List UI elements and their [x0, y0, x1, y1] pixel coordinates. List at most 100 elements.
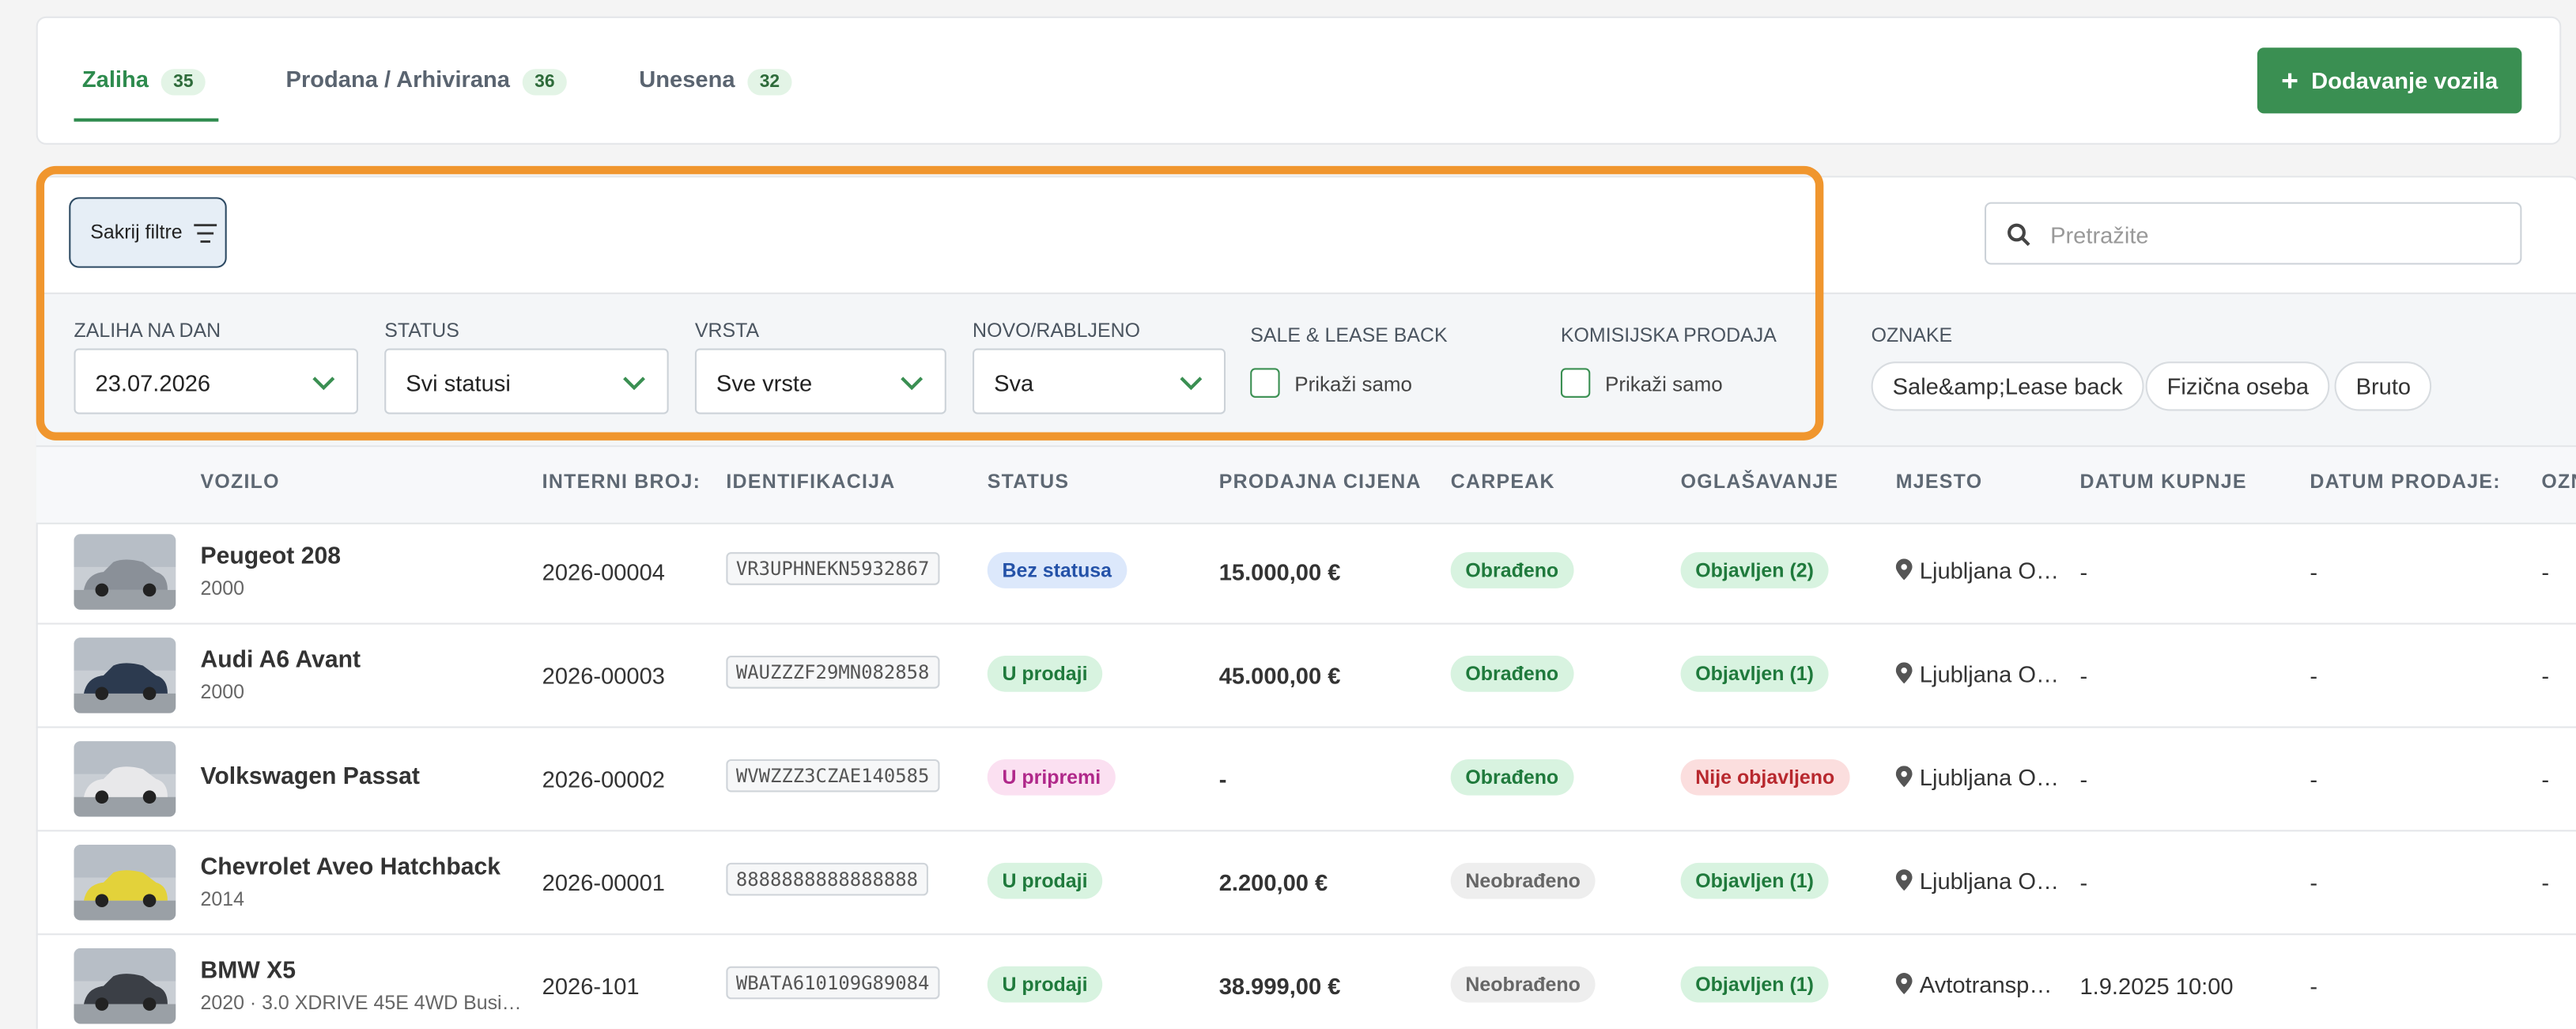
ads-pill: Objavljen (1) — [1680, 656, 1829, 692]
filter-value: Svi statusi — [406, 369, 511, 396]
buy-date: - — [2079, 869, 2088, 896]
carpeak-pill: Obrađeno — [1450, 759, 1573, 796]
tag[interactable]: Bruto — [2334, 361, 2433, 411]
tag[interactable]: Sale&amp;Lease back — [1871, 361, 2144, 411]
status-pill: U prodaji — [987, 656, 1103, 692]
tab-count: 32 — [748, 69, 791, 96]
column-header: STATUS — [987, 470, 1070, 494]
location-cell: Ljubljana O… — [1895, 868, 2059, 897]
checkbox-option: Prikaži samo — [1605, 373, 1723, 396]
vehicle-thumbnail — [74, 741, 176, 817]
row-divider — [36, 933, 2576, 936]
tab-label: Unesena — [639, 66, 735, 93]
filter-label: NOVO/RABLJENO — [973, 319, 1141, 342]
status-cell: U prodaji — [987, 862, 1103, 899]
row-divider — [36, 726, 2576, 728]
tab[interactable]: Unesena 32 — [639, 66, 791, 96]
ads-cell: Objavljen (1) — [1680, 656, 1829, 692]
status-pill: U pripremi — [987, 759, 1116, 796]
carpeak-pill: Obrađeno — [1450, 656, 1573, 692]
filter-select[interactable]: 23.07.2026 — [74, 348, 358, 414]
price: 45.000,00 € — [1218, 662, 1341, 689]
vehicle-thumbnail — [74, 948, 176, 1024]
column-header: MJESTO — [1895, 470, 1983, 494]
filter-select[interactable]: Sva — [973, 348, 1226, 414]
column-header: INTERNI BROJ: — [542, 470, 701, 494]
checkbox-option: Prikaži samo — [1294, 373, 1412, 396]
status-pill: U prodaji — [987, 966, 1103, 1003]
vehicle-name: Peugeot 208 — [200, 543, 341, 570]
pin-icon — [1895, 558, 1913, 581]
table-header — [36, 445, 2576, 524]
column-header: DATUM KUPNJE — [2079, 470, 2247, 494]
tabs-card — [36, 16, 2562, 145]
filter-label: STATUS — [384, 319, 459, 342]
chevron — [312, 376, 335, 391]
checkbox-label: SALE & LEASE BACK — [1250, 323, 1448, 347]
toggle-filters[interactable]: Sakrij filtre — [69, 197, 227, 268]
carpeak-pill: Neobrađeno — [1450, 862, 1596, 899]
vehicle-thumbnail — [74, 637, 176, 713]
location-cell: Ljubljana O… — [1895, 764, 2059, 793]
filter-select[interactable]: Svi statusi — [384, 348, 669, 414]
tab[interactable]: Zaliha 35 — [82, 66, 206, 96]
search-placeholder: Pretražite — [2050, 221, 2149, 248]
highlight-box — [36, 165, 1824, 441]
vehicle-name: Audi A6 Avant — [200, 647, 361, 674]
sell-date: - — [2310, 558, 2318, 585]
tab-count: 36 — [523, 69, 567, 96]
toggle-filters-label: Sakrij filtre — [90, 220, 183, 244]
filter-icon — [194, 224, 217, 243]
tab-underline — [74, 118, 219, 122]
sell-date: - — [2310, 662, 2318, 689]
ads-cell: Objavljen (1) — [1680, 862, 1829, 899]
car-image — [74, 948, 176, 1024]
filter-label: ZALIHA NA DAN — [74, 319, 221, 342]
sell-date: - — [2310, 869, 2318, 896]
price: 15.000,00 € — [1218, 558, 1341, 585]
vehicle-subtitle: 2014 — [200, 887, 244, 911]
vin: WBATA610109G89084 — [726, 966, 939, 1000]
filter-value: Sva — [994, 369, 1034, 396]
location: Ljubljana O… — [1919, 557, 2060, 584]
ads-pill: Objavljen (2) — [1680, 552, 1829, 588]
pin-icon — [1895, 973, 1913, 995]
column-header: DATUM PRODAJE: — [2310, 470, 2501, 494]
checkbox[interactable] — [1250, 368, 1280, 398]
vehicle-name: Volkswagen Passat — [200, 764, 420, 791]
column-header: VOZILO — [200, 470, 280, 494]
tag[interactable]: Fizična oseba — [2145, 361, 2331, 411]
tags-cell: - — [2541, 662, 2550, 689]
ads-pill: Objavljen (1) — [1680, 966, 1829, 1003]
filter-label: VRSTA — [694, 319, 760, 342]
car-image — [74, 844, 176, 921]
status-cell: Bez statusa — [987, 552, 1127, 588]
vin-cell: WBATA610109G89084 — [726, 966, 939, 1000]
vehicle-thumbnail — [74, 844, 176, 921]
vin-cell: WAUZZZF29MN082858 — [726, 656, 939, 689]
status-cell: U pripremi — [987, 759, 1116, 796]
column-header: IDENTIFIKACIJA — [726, 470, 896, 494]
pin-icon — [1895, 766, 1913, 788]
status-pill: U prodaji — [987, 862, 1103, 899]
tab[interactable]: Prodana / Arhivirana 36 — [286, 66, 567, 96]
buy-date: 1.9.2025 10:00 — [2079, 973, 2234, 1000]
pin-icon — [1895, 662, 1913, 684]
checkbox-label: KOMISIJSKA PRODAJA — [1560, 323, 1777, 347]
location-cell: Avtotransp… — [1895, 971, 2052, 1001]
search-box[interactable]: Pretražite — [1984, 202, 2522, 265]
add-button[interactable]: + Dodavanje vozila — [2257, 47, 2522, 114]
column-header: CARPEAK — [1450, 470, 1555, 494]
vin: 8888888888888888 — [726, 862, 928, 896]
car-image — [74, 534, 176, 610]
carpeak-cell: Obrađeno — [1450, 552, 1573, 588]
carpeak-cell: Neobrađeno — [1450, 862, 1596, 899]
checkbox[interactable] — [1560, 368, 1591, 398]
filter-select[interactable]: Sve vrste — [694, 348, 946, 414]
ads-pill: Objavljen (1) — [1680, 862, 1829, 899]
tab-count: 35 — [161, 69, 206, 96]
price: 38.999,00 € — [1218, 973, 1341, 1000]
sell-date: - — [2310, 766, 2318, 793]
carpeak-pill: Neobrađeno — [1450, 966, 1596, 1003]
